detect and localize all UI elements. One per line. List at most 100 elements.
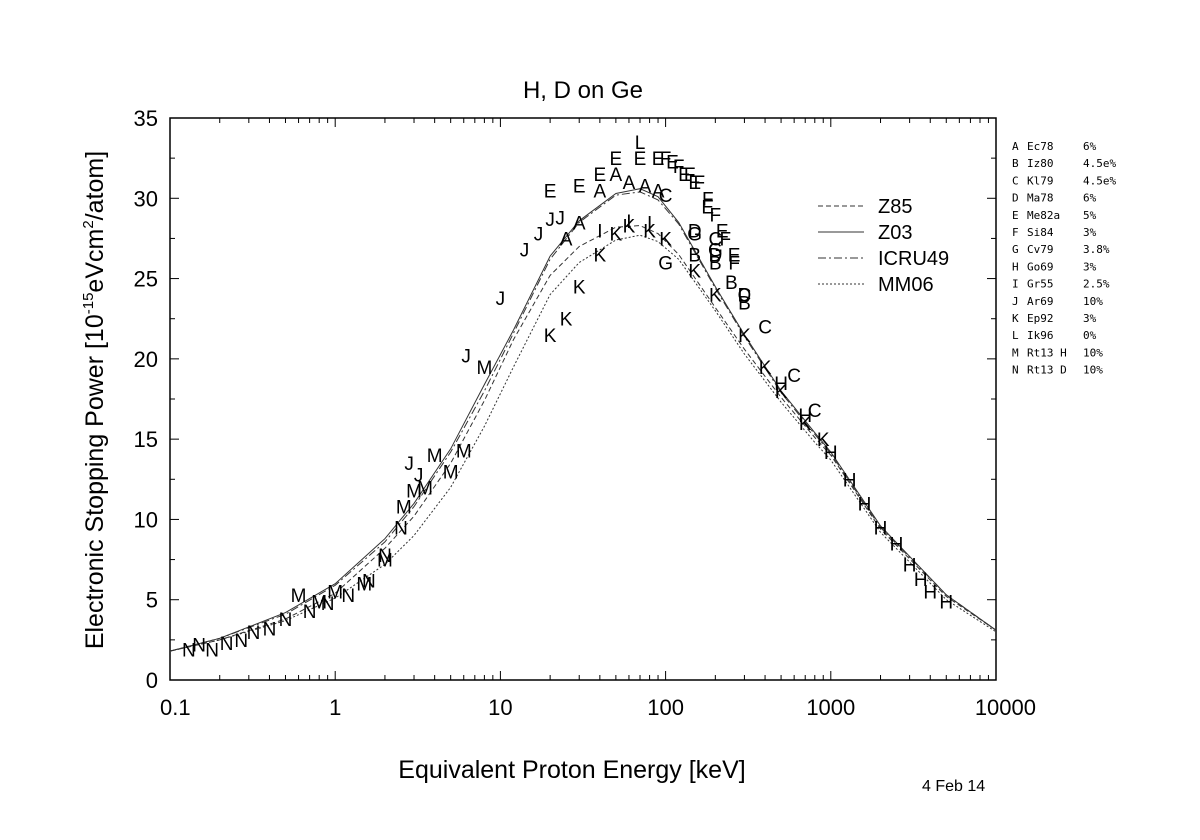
key-source: Go69: [1027, 260, 1054, 273]
data-point-k: K: [659, 229, 672, 250]
data-point-e: E: [634, 149, 647, 170]
data-point-k: K: [643, 221, 656, 242]
data-point-k: K: [817, 430, 830, 451]
data-point-n: N: [234, 631, 248, 652]
data-point-k: K: [610, 225, 623, 246]
y-tick-label: 0: [146, 668, 158, 693]
chart-title: H, D on Ge: [523, 77, 643, 104]
data-point-m: M: [443, 462, 459, 483]
data-point-b: B: [709, 254, 722, 275]
data-point-n: N: [394, 518, 408, 539]
data-point-j: J: [545, 210, 555, 231]
y-axis-label-exp2: 2: [80, 220, 97, 228]
y-axis-label-mid: eVcm: [81, 229, 109, 293]
key-error: 4.5e%: [1083, 157, 1116, 170]
data-point-n: N: [303, 602, 317, 623]
data-point-j: J: [496, 289, 506, 310]
data-point-h: H: [890, 535, 904, 556]
data-point-n: N: [362, 571, 376, 592]
data-point-f: F: [684, 165, 696, 186]
data-point-n: N: [182, 640, 196, 661]
data-point-k: K: [759, 358, 772, 379]
data-point-h: H: [858, 494, 872, 515]
data-point-j: J: [520, 241, 530, 262]
data-point-h: H: [903, 555, 917, 576]
data-point-k: K: [573, 278, 586, 299]
y-tick-label: 30: [134, 186, 158, 211]
key-source: Cv79: [1027, 243, 1054, 256]
y-tick-label: 25: [134, 267, 158, 292]
data-point-e: E: [594, 165, 607, 186]
data-point-e: E: [688, 173, 701, 194]
legend: Z85 Z03 ICRU49 MM06: [818, 196, 949, 296]
data-point-m: M: [417, 478, 433, 499]
data-point-j: J: [534, 225, 544, 246]
data-point-e: E: [610, 149, 623, 170]
key-error: 6%: [1083, 192, 1097, 205]
key-letter: F: [1012, 226, 1019, 239]
data-point-m: M: [476, 358, 492, 379]
data-point-k: K: [594, 245, 607, 266]
axis-ticks: [169, 117, 997, 681]
key-source: Me82a: [1027, 209, 1060, 222]
x-tick-label: 10: [488, 695, 512, 720]
legend-label: Z85: [878, 196, 912, 218]
data-point-e: E: [666, 152, 679, 173]
key-source: Ar69: [1027, 295, 1054, 308]
curve-icru49: [169, 191, 997, 652]
data-point-c: C: [659, 186, 673, 207]
y-tick-label: 5: [146, 588, 158, 613]
legend-label: ICRU49: [878, 248, 949, 270]
data-point-b: B: [738, 294, 751, 315]
key-error: 3.8%: [1083, 243, 1110, 256]
data-point-c: C: [738, 286, 752, 307]
y-axis-label-end: /atom]: [81, 151, 109, 220]
legend-label: MM06: [878, 274, 934, 296]
key-source: Gr55: [1027, 278, 1054, 291]
y-tick-label: 35: [134, 106, 158, 131]
data-point-h: H: [843, 470, 857, 491]
data-point-f: F: [728, 254, 740, 275]
data-point-n: N: [192, 636, 206, 657]
data-point-c: C: [787, 366, 801, 387]
data-point-n: N: [378, 546, 392, 567]
key-source: Si84: [1027, 226, 1054, 239]
data-point-k: K: [775, 382, 788, 403]
curve-z03: [169, 188, 997, 652]
key-letter: C: [1012, 174, 1019, 187]
key-letter: H: [1012, 260, 1019, 273]
key-error: 6%: [1083, 140, 1097, 153]
data-point-n: N: [205, 640, 219, 661]
data-point-k: K: [709, 286, 722, 307]
data-point-n: N: [279, 610, 293, 631]
data-point-i: I: [626, 212, 631, 233]
data-point-e: E: [728, 245, 741, 266]
x-tick-label: 10000: [975, 695, 1036, 720]
data-point-m: M: [456, 441, 472, 462]
data-point-a: A: [560, 229, 573, 250]
data-point-e: E: [701, 197, 714, 218]
data-point-j: J: [461, 347, 471, 368]
data-point-b: B: [725, 273, 738, 294]
data-point-n: N: [247, 623, 261, 644]
y-axis-label-main: Electronic Stopping Power [10: [81, 314, 109, 649]
data-point-g: G: [708, 241, 723, 262]
data-point-m: M: [406, 482, 422, 503]
data-point-l: L: [635, 133, 646, 154]
data-point-d: D: [688, 221, 702, 242]
data-point-k: K: [799, 414, 812, 435]
data-point-a: A: [610, 165, 623, 186]
data-point-f: F: [694, 173, 706, 194]
dataset-key: A Ec78 6% B Iz80 4.5e% C Kl79 4.5e% D Ma78 6% E Me82a…: [1012, 140, 1116, 377]
data-point-g: G: [687, 225, 702, 246]
data-point-m: M: [377, 551, 393, 572]
data-point-e: E: [573, 176, 586, 197]
data-point-c: C: [758, 318, 772, 339]
data-point-j: J: [555, 209, 565, 230]
data-point-j: J: [404, 454, 414, 475]
y-axis-label: Electronic Stopping Power [10-15eVcm2/at…: [80, 151, 109, 649]
key-error: 4.5e%: [1083, 174, 1116, 187]
data-point-n: N: [263, 620, 277, 641]
key-error: 10%: [1083, 346, 1103, 359]
data-point-k: K: [738, 326, 751, 347]
